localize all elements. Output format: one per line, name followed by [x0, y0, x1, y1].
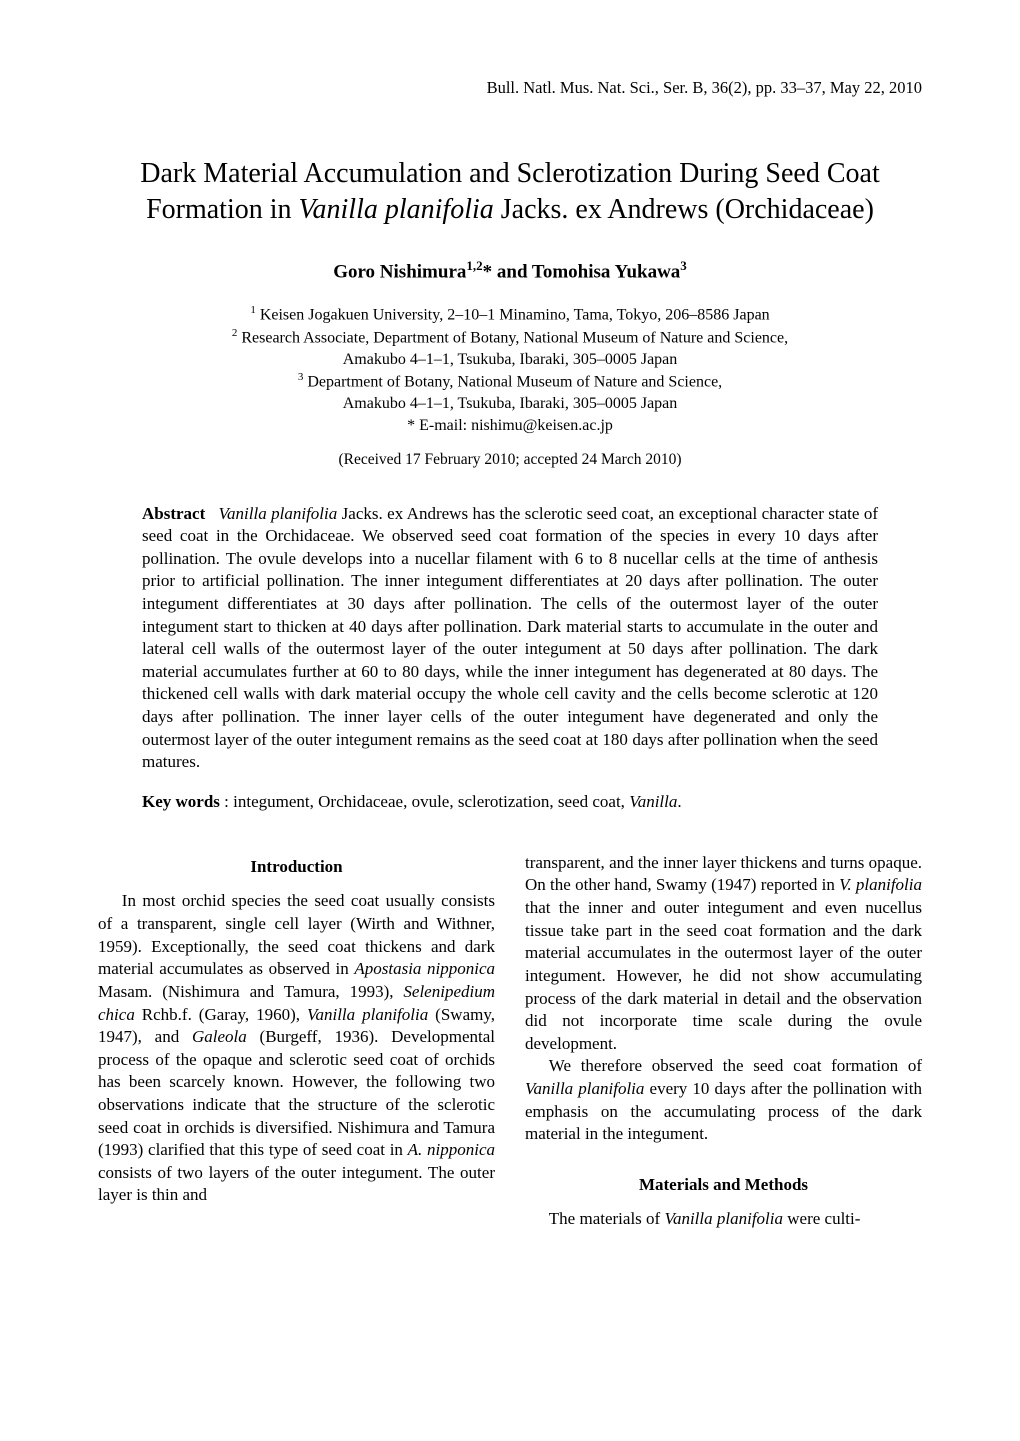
affil-1-text: Keisen Jogakuen University, 2–10–1 Minam… — [256, 306, 770, 323]
intro-p1-i1: Apostasia nipponica — [354, 959, 495, 978]
keywords: Key words : integument, Orchidaceae, ovu… — [142, 792, 878, 812]
mm-para-1: The materials of Vanilla planifolia were… — [525, 1208, 922, 1231]
title-line-2-pre: Formation in — [146, 194, 298, 225]
mm-p1-i1: Vanilla planifolia — [664, 1209, 783, 1228]
title-species: Vanilla planifolia — [299, 194, 494, 225]
intro-p1-i6: V. planifolia — [839, 875, 922, 894]
intro-p1-c: Rchb.f. (Garay, 1960), — [135, 1005, 307, 1024]
title-line-2-post: Jacks. ex Andrews (Orchidaceae) — [494, 194, 874, 225]
intro-p1-h: that the inner and outer integument and … — [525, 898, 922, 1053]
affil-3-text: Department of Botany, National Museum of… — [303, 374, 722, 391]
author-2-sup: 3 — [680, 258, 687, 273]
affil-line-2: 2 Research Associate, Department of Bota… — [98, 326, 922, 349]
affil-line-5: Amakubo 4–1–1, Tsukuba, Ibaraki, 305–000… — [98, 393, 922, 415]
section-head-introduction: Introduction — [98, 856, 495, 879]
running-head: Bull. Natl. Mus. Nat. Sci., Ser. B, 36(2… — [98, 78, 922, 98]
mm-p1-b: were culti- — [783, 1209, 860, 1228]
intro-p1-i5: A. nipponica — [408, 1140, 495, 1159]
abstract-species: Vanilla planifolia — [219, 504, 338, 523]
author-1-sup: 1,2 — [466, 258, 482, 273]
keywords-body-pre: integument, Orchidaceae, ovule, scleroti… — [233, 792, 629, 811]
column-left: Introduction In most orchid species the … — [98, 852, 495, 1231]
intro-p1-b: Masam. (Nishimura and Tamura, 1993), — [98, 982, 403, 1001]
received-dates: (Received 17 February 2010; accepted 24 … — [98, 451, 922, 469]
author-1-mark: * — [483, 261, 493, 282]
keywords-sep: : — [220, 792, 233, 811]
section-head-materials-methods: Materials and Methods — [525, 1174, 922, 1197]
intro-p2-i1: Vanilla planifolia — [525, 1079, 644, 1098]
intro-p1-f: consists of two layers of the outer inte… — [98, 1163, 495, 1205]
affil-line-1: 1 Keisen Jogakuen University, 2–10–1 Min… — [98, 303, 922, 326]
keywords-ital: Vanilla — [629, 792, 677, 811]
authors-and: and — [492, 261, 532, 282]
authors: Goro Nishimura1,2* and Tomohisa Yukawa3 — [98, 258, 922, 283]
abstract: Abstract Vanilla planifolia Jacks. ex An… — [142, 503, 878, 774]
article-title: Dark Material Accumulation and Sclerotiz… — [98, 156, 922, 228]
page: Bull. Natl. Mus. Nat. Sci., Ser. B, 36(2… — [0, 0, 1020, 1441]
author-1-name: Goro Nishimura — [333, 261, 466, 282]
intro-p1-i3: Vanilla planifolia — [307, 1005, 428, 1024]
abstract-label: Abstract — [142, 504, 205, 523]
intro-para-1-left: In most orchid species the seed coat usu… — [98, 890, 495, 1207]
affiliations: 1 Keisen Jogakuen University, 2–10–1 Min… — [98, 303, 922, 437]
column-right: transparent, and the inner layer thicken… — [525, 852, 922, 1231]
intro-para-1-right: transparent, and the inner layer thicken… — [525, 852, 922, 1055]
title-line-1: Dark Material Accumulation and Sclerotiz… — [140, 158, 879, 189]
affil-line-6: * E-mail: nishimu@keisen.ac.jp — [98, 415, 922, 437]
affil-line-3: Amakubo 4–1–1, Tsukuba, Ibaraki, 305–000… — [98, 349, 922, 371]
intro-p1-i4: Galeola — [192, 1027, 247, 1046]
affil-2-text: Research Associate, Department of Botany… — [237, 329, 788, 346]
abstract-body: Jacks. ex Andrews has the sclerotic seed… — [142, 504, 878, 772]
intro-para-2: We therefore observed the seed coat form… — [525, 1055, 922, 1145]
affil-line-4: 3 Department of Botany, National Museum … — [98, 370, 922, 393]
author-2-name: Tomohisa Yukawa — [532, 261, 680, 282]
keywords-body-post: . — [677, 792, 681, 811]
intro-p2-a: We therefore observed the seed coat form… — [549, 1056, 922, 1075]
mm-p1-a: The materials of — [549, 1209, 665, 1228]
keywords-label: Key words — [142, 792, 220, 811]
body-columns: Introduction In most orchid species the … — [98, 852, 922, 1231]
